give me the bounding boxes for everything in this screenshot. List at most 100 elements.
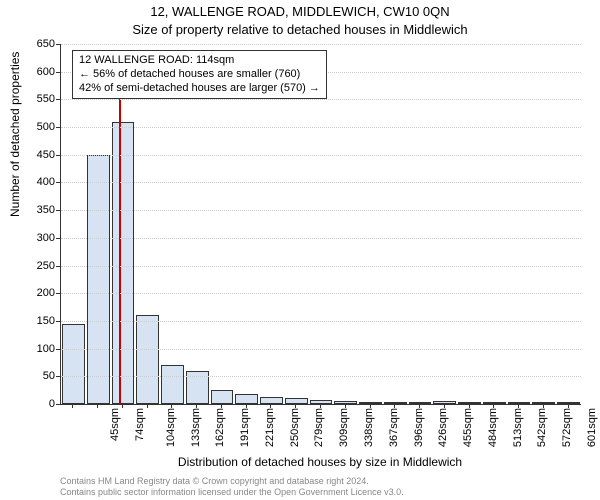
y-tick-label: 250 [15, 260, 55, 272]
x-tick-mark [97, 404, 98, 408]
x-tick-label: 221sqm [264, 408, 276, 447]
x-axis-label: Distribution of detached houses by size … [60, 455, 580, 469]
gridline [61, 349, 581, 350]
property-marker-line [119, 88, 121, 404]
y-tick-mark [56, 44, 60, 45]
x-tick-label: 74sqm [134, 408, 146, 441]
gridline [61, 127, 581, 128]
histogram-bar [112, 122, 135, 404]
y-tick-mark [56, 349, 60, 350]
histogram-bar [136, 315, 159, 404]
x-tick-mark [122, 404, 123, 408]
x-tick-label: 396sqm [413, 408, 425, 447]
y-tick-mark [56, 293, 60, 294]
y-tick-label: 300 [15, 232, 55, 244]
chart-title-address: 12, WALLENGE ROAD, MIDDLEWICH, CW10 0QN [0, 4, 600, 19]
x-tick-mark [493, 404, 494, 408]
y-tick-mark [56, 72, 60, 73]
y-tick-label: 200 [15, 287, 55, 299]
x-tick-label: 133sqm [190, 408, 202, 447]
y-tick-mark [56, 182, 60, 183]
histogram-bar [260, 397, 283, 404]
histogram-bar [87, 155, 110, 404]
x-tick-mark [419, 404, 420, 408]
annotation-line-larger: 42% of semi-detached houses are larger (… [79, 82, 320, 96]
gridline [61, 266, 581, 267]
x-tick-label: 542sqm [536, 408, 548, 447]
x-tick-mark [270, 404, 271, 408]
x-tick-mark [518, 404, 519, 408]
y-tick-label: 50 [15, 370, 55, 382]
gridline [61, 155, 581, 156]
y-tick-mark [56, 321, 60, 322]
y-tick-label: 100 [15, 343, 55, 355]
y-tick-label: 500 [15, 121, 55, 133]
gridline [61, 182, 581, 183]
y-tick-label: 400 [15, 176, 55, 188]
x-tick-label: 601sqm [586, 408, 598, 447]
x-tick-label: 455sqm [462, 408, 474, 447]
y-tick-label: 650 [15, 38, 55, 50]
x-tick-label: 484sqm [487, 408, 499, 447]
x-tick-mark [196, 404, 197, 408]
annotation-line-smaller: ← 56% of detached houses are smaller (76… [79, 68, 320, 82]
x-tick-mark [295, 404, 296, 408]
y-tick-label: 550 [15, 93, 55, 105]
x-tick-label: 191sqm [239, 408, 251, 447]
x-tick-label: 513sqm [512, 408, 524, 447]
x-tick-mark [444, 404, 445, 408]
x-tick-label: 309sqm [338, 408, 350, 447]
chart-container: { "chart": { "type": "histogram", "title… [0, 0, 600, 500]
annotation-box: 12 WALLENGE ROAD: 114sqm ← 56% of detach… [72, 50, 327, 99]
y-tick-mark [56, 404, 60, 405]
gridline [61, 321, 581, 322]
gridline [61, 44, 581, 45]
x-tick-mark [469, 404, 470, 408]
y-tick-mark [56, 238, 60, 239]
x-tick-label: 279sqm [314, 408, 326, 447]
y-tick-label: 150 [15, 315, 55, 327]
x-tick-label: 162sqm [215, 408, 227, 447]
y-tick-label: 0 [15, 398, 55, 410]
y-tick-mark [56, 127, 60, 128]
x-tick-label: 104sqm [165, 408, 177, 447]
histogram-bar [161, 365, 184, 404]
copyright-line2: Contains public sector information licen… [60, 487, 404, 497]
y-tick-label: 600 [15, 66, 55, 78]
x-tick-mark [320, 404, 321, 408]
y-tick-mark [56, 210, 60, 211]
gridline [61, 210, 581, 211]
x-tick-label: 426sqm [437, 408, 449, 447]
y-tick-mark [56, 99, 60, 100]
x-tick-label: 45sqm [109, 408, 121, 441]
y-tick-mark [56, 155, 60, 156]
x-tick-mark [370, 404, 371, 408]
x-tick-label: 572sqm [561, 408, 573, 447]
x-tick-mark [147, 404, 148, 408]
x-tick-mark [221, 404, 222, 408]
histogram-bar [211, 390, 234, 404]
x-tick-mark [246, 404, 247, 408]
gridline [61, 99, 581, 100]
chart-subtitle: Size of property relative to detached ho… [0, 22, 600, 37]
x-tick-label: 338sqm [363, 408, 375, 447]
y-tick-mark [56, 376, 60, 377]
copyright-notice: Contains HM Land Registry data © Crown c… [60, 476, 580, 498]
x-tick-label: 367sqm [388, 408, 400, 447]
x-tick-mark [568, 404, 569, 408]
gridline [61, 238, 581, 239]
x-tick-mark [72, 404, 73, 408]
x-tick-mark [394, 404, 395, 408]
y-tick-mark [56, 266, 60, 267]
histogram-bar [235, 394, 258, 404]
x-tick-mark [171, 404, 172, 408]
y-tick-label: 350 [15, 204, 55, 216]
x-tick-mark [543, 404, 544, 408]
copyright-line1: Contains HM Land Registry data © Crown c… [60, 476, 369, 486]
histogram-bar [62, 324, 85, 404]
x-tick-mark [345, 404, 346, 408]
y-tick-label: 450 [15, 149, 55, 161]
gridline [61, 376, 581, 377]
x-tick-label: 250sqm [289, 408, 301, 447]
annotation-title: 12 WALLENGE ROAD: 114sqm [79, 54, 320, 68]
